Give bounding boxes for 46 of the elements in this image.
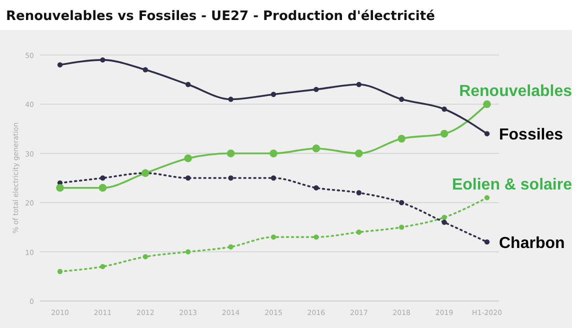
point (314, 86, 319, 92)
series-label: Fossiles (499, 126, 564, 144)
series-label: Renouvelables (459, 83, 572, 100)
point (442, 214, 447, 220)
point (398, 134, 406, 142)
point (228, 175, 234, 181)
series-label: Eolien & solaire (452, 176, 572, 194)
point (184, 154, 192, 162)
point (56, 184, 64, 192)
point (356, 82, 362, 88)
point (440, 130, 448, 138)
point (355, 150, 363, 158)
point (57, 62, 63, 68)
point (270, 92, 276, 97)
point (312, 144, 320, 152)
point (186, 82, 191, 88)
point (270, 175, 276, 181)
point (57, 268, 63, 274)
point (314, 185, 319, 190)
point (228, 96, 234, 102)
point (484, 131, 490, 136)
chart-title: Renouvelables vs Fossiles - UE27 - Production d'électricité (6, 9, 436, 24)
point (484, 239, 490, 245)
point (314, 234, 319, 240)
point (142, 67, 148, 72)
point (484, 195, 490, 200)
point (186, 249, 191, 254)
point (442, 220, 447, 225)
point (98, 184, 106, 192)
point (356, 230, 362, 235)
series-label: Charbon (499, 234, 565, 252)
point (356, 190, 362, 196)
point (186, 175, 191, 181)
point (399, 96, 404, 102)
point (270, 150, 278, 158)
point (100, 264, 106, 270)
point (100, 57, 106, 63)
point (100, 175, 106, 181)
point (442, 106, 447, 112)
point (270, 234, 276, 240)
point (228, 244, 234, 250)
point (399, 200, 404, 206)
point (399, 224, 404, 230)
point (142, 254, 148, 260)
point (483, 100, 491, 108)
point (227, 150, 235, 158)
